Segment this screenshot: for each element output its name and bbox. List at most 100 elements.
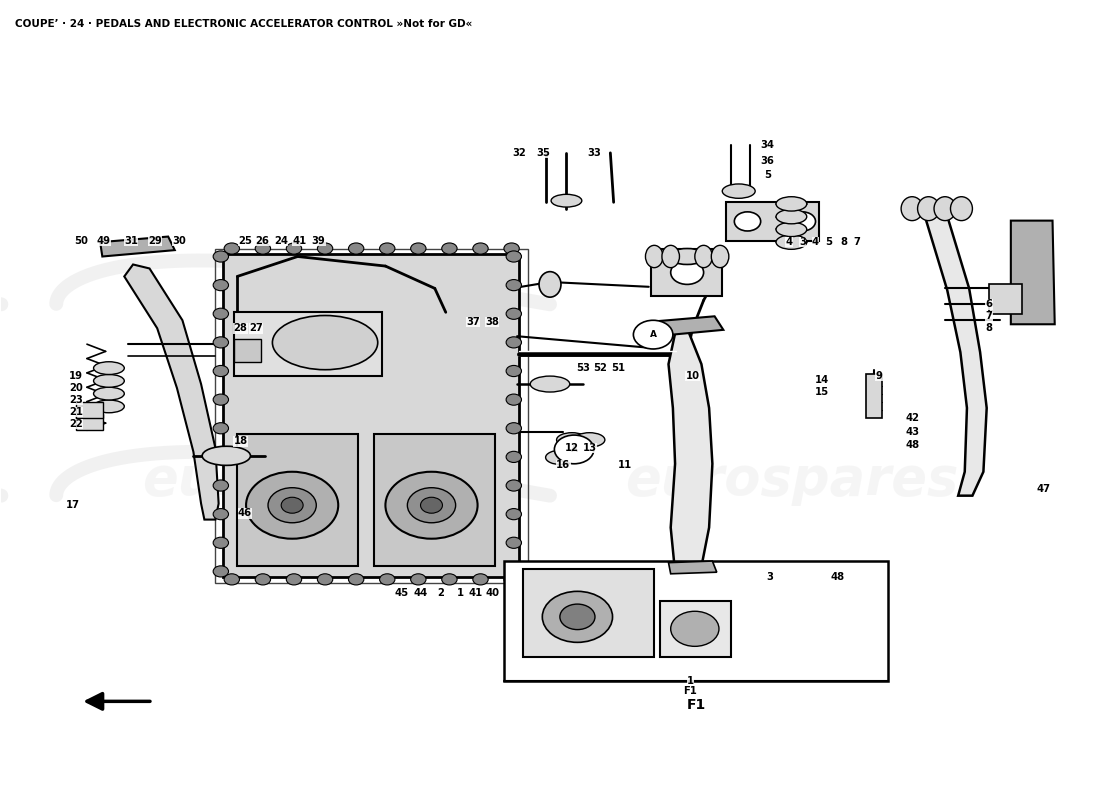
Text: 30: 30 xyxy=(173,235,186,246)
Text: 35: 35 xyxy=(537,148,550,158)
Text: 5: 5 xyxy=(825,237,833,247)
Ellipse shape xyxy=(202,446,251,466)
Text: 39: 39 xyxy=(311,235,326,246)
Ellipse shape xyxy=(723,184,756,198)
Circle shape xyxy=(286,574,301,585)
Text: eurospares: eurospares xyxy=(625,454,958,506)
Circle shape xyxy=(506,279,521,290)
Text: 50: 50 xyxy=(75,235,88,246)
Bar xyxy=(374,434,495,566)
Bar xyxy=(216,249,528,583)
Ellipse shape xyxy=(94,374,124,387)
Circle shape xyxy=(224,574,240,585)
Text: 8: 8 xyxy=(840,237,848,247)
Circle shape xyxy=(213,422,229,434)
Circle shape xyxy=(671,611,719,646)
Text: 49: 49 xyxy=(97,235,110,246)
Circle shape xyxy=(554,435,594,464)
Circle shape xyxy=(789,212,815,231)
Circle shape xyxy=(473,574,488,585)
Text: 24: 24 xyxy=(274,235,288,246)
Bar xyxy=(726,202,818,241)
Text: 26: 26 xyxy=(255,235,270,246)
Text: 5: 5 xyxy=(763,170,771,180)
Text: 48: 48 xyxy=(905,440,920,450)
Text: 4: 4 xyxy=(812,237,820,247)
Bar xyxy=(234,339,262,362)
Ellipse shape xyxy=(901,197,923,221)
Text: eurospares: eurospares xyxy=(142,454,475,506)
Circle shape xyxy=(213,366,229,377)
Circle shape xyxy=(407,488,455,522)
Text: 44: 44 xyxy=(414,588,428,598)
Circle shape xyxy=(506,566,521,577)
Text: 36: 36 xyxy=(760,156,774,166)
Bar xyxy=(234,312,382,376)
Bar xyxy=(522,569,654,657)
Circle shape xyxy=(379,574,395,585)
Ellipse shape xyxy=(530,376,570,392)
Circle shape xyxy=(410,574,426,585)
Circle shape xyxy=(506,451,521,462)
Polygon shape xyxy=(124,265,219,519)
Text: 19: 19 xyxy=(69,371,82,381)
Ellipse shape xyxy=(546,450,576,465)
Circle shape xyxy=(735,212,761,231)
Ellipse shape xyxy=(574,433,605,447)
Circle shape xyxy=(286,243,301,254)
Ellipse shape xyxy=(917,197,939,221)
Text: 46: 46 xyxy=(238,508,252,518)
Ellipse shape xyxy=(273,315,377,370)
Polygon shape xyxy=(669,328,713,583)
Circle shape xyxy=(213,308,229,319)
Text: 25: 25 xyxy=(238,235,252,246)
Ellipse shape xyxy=(94,362,124,374)
Circle shape xyxy=(506,337,521,348)
Text: 20: 20 xyxy=(69,383,82,393)
Circle shape xyxy=(506,394,521,406)
Ellipse shape xyxy=(668,249,707,265)
Text: 3: 3 xyxy=(799,237,806,247)
Text: 32: 32 xyxy=(513,148,526,158)
Ellipse shape xyxy=(662,246,680,268)
Text: 7: 7 xyxy=(854,237,860,247)
Text: 2: 2 xyxy=(437,588,443,598)
Circle shape xyxy=(442,243,458,254)
Text: 1: 1 xyxy=(686,676,694,686)
Text: 45: 45 xyxy=(395,588,409,598)
Circle shape xyxy=(506,480,521,491)
Circle shape xyxy=(213,251,229,262)
Text: 37: 37 xyxy=(466,317,480,327)
Circle shape xyxy=(213,480,229,491)
Circle shape xyxy=(213,394,229,406)
Bar xyxy=(660,601,732,657)
Circle shape xyxy=(560,604,595,630)
Text: 14: 14 xyxy=(815,375,829,385)
Text: 3: 3 xyxy=(766,572,773,582)
Circle shape xyxy=(442,574,458,585)
Text: 1: 1 xyxy=(456,588,463,598)
Circle shape xyxy=(246,472,338,538)
Ellipse shape xyxy=(695,246,713,268)
Text: F1: F1 xyxy=(683,686,697,696)
Ellipse shape xyxy=(776,197,806,211)
Circle shape xyxy=(473,243,488,254)
Text: 34: 34 xyxy=(760,140,774,150)
Text: 41: 41 xyxy=(469,588,483,598)
Circle shape xyxy=(671,261,704,285)
Bar xyxy=(504,561,888,681)
Text: 7: 7 xyxy=(986,311,992,322)
Circle shape xyxy=(506,366,521,377)
Circle shape xyxy=(213,537,229,548)
Bar xyxy=(651,249,723,296)
Text: 4: 4 xyxy=(785,237,793,247)
Circle shape xyxy=(213,337,229,348)
Circle shape xyxy=(385,472,477,538)
Text: 13: 13 xyxy=(583,443,596,453)
Text: 16: 16 xyxy=(557,460,570,470)
Text: 53: 53 xyxy=(576,363,590,373)
Circle shape xyxy=(506,251,521,262)
Circle shape xyxy=(506,422,521,434)
Text: 9: 9 xyxy=(876,371,882,381)
Text: 18: 18 xyxy=(233,437,248,446)
